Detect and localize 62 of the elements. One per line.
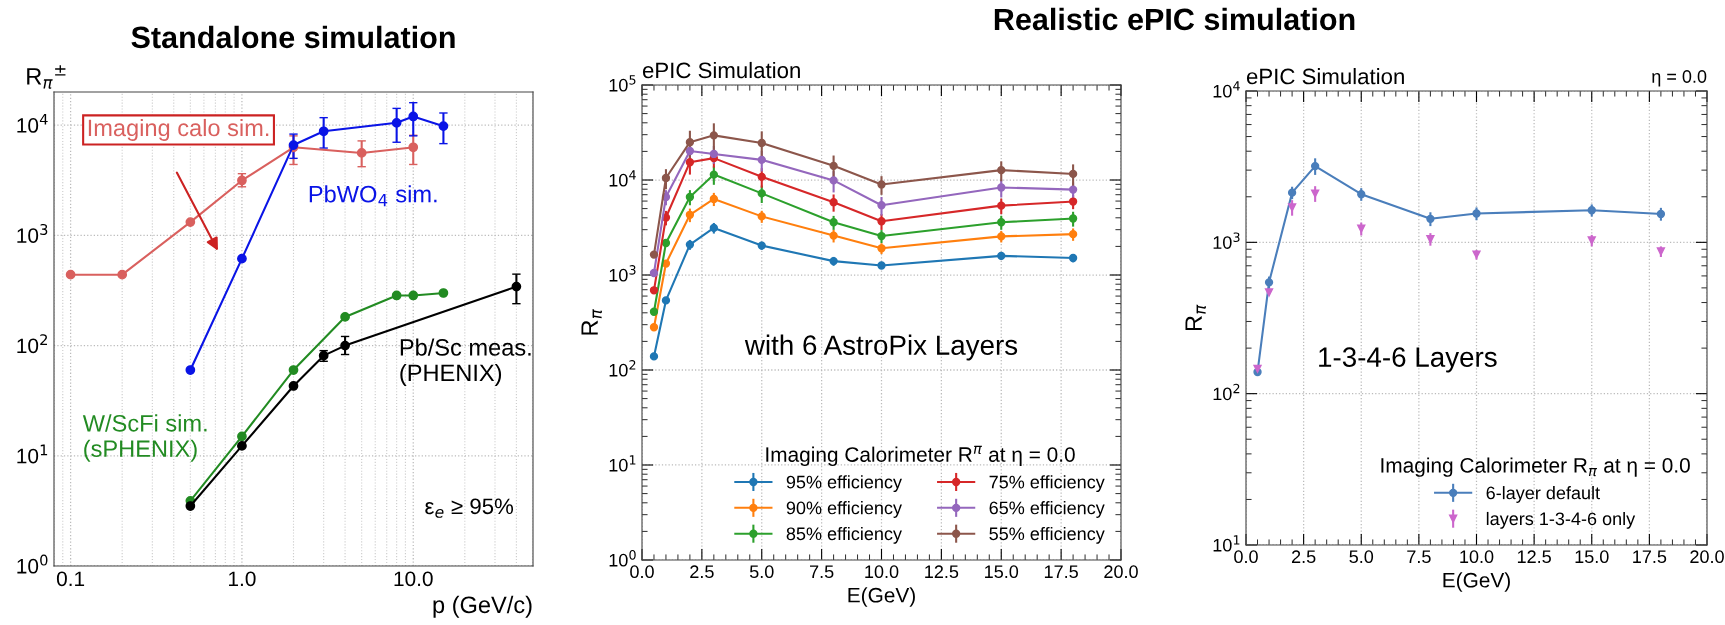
x-axis-title: E(GeV) [848, 587, 915, 607]
legend-label: 75% efficiency [989, 475, 1105, 493]
annotation: with 6 AstroPix Layers [744, 334, 1018, 361]
text: η = 0.0 [1652, 70, 1707, 87]
y-tick-label: 10$^{2}$ [609, 360, 636, 377]
series-label: PbWO$_{4}$ sim. [309, 185, 437, 207]
annotation: ε$_{e}$ ≥ 95% [425, 498, 514, 518]
x-tick-label: 17.5 [1633, 550, 1667, 564]
chart-title: Realistic ePIC simulation [994, 7, 1355, 31]
y-tick-label: 10$^{1}$ [609, 455, 636, 472]
x-tick-label: 17.5 [1044, 565, 1078, 579]
chart-title: Standalone simulation [131, 25, 455, 49]
chart-subtitle: ePIC Simulation [1246, 68, 1404, 85]
y-tick-label: 10$^{4}$ [1213, 81, 1240, 98]
y-axis-title: R$_{π}$ [1185, 304, 1206, 331]
y-axis-title: R$_{π}$ [581, 309, 602, 335]
annotation: 1-3-4-6 Layers [1319, 347, 1497, 373]
legend-label: 6-layer default [1486, 486, 1600, 503]
y-tick-label: 10$^{3}$ [609, 265, 636, 282]
legend-label: 55% efficiency [989, 526, 1105, 544]
series-label: Pb/Sc meas. (PHENIX) [400, 338, 531, 386]
x-tick-label: 20.0 [1104, 565, 1138, 579]
x-tick-label: 7.5 [1407, 550, 1431, 564]
y-tick-label: 10$^{2}$ [1213, 383, 1240, 401]
legend-title: Imaging Calorimeter R$^{π}$ at η = 0.0 [766, 445, 1075, 467]
y-tick-label: 10$^{3}$ [1213, 232, 1240, 249]
x-axis-title: E(GeV) [1443, 572, 1510, 592]
x-tick-label: 1.0 [229, 571, 256, 587]
x-tick-label: 15.0 [985, 565, 1019, 579]
series-label: W/ScFi sim. (sPHENIX) [82, 414, 207, 462]
legend-label: 95% efficiency [786, 475, 902, 493]
x-tick-label: 2.5 [1291, 550, 1316, 564]
x-tick-label: 0.1 [56, 571, 85, 587]
y-tick-label: 10$^{1}$ [17, 444, 48, 464]
legend-label: 85% efficiency [786, 526, 902, 544]
y-tick-label: 10$^{4}$ [17, 113, 48, 133]
x-tick-label: 10.0 [865, 565, 899, 579]
legend-title: Imaging Calorimeter R$_{π}$ at η = 0.0 [1381, 457, 1690, 477]
x-tick-label: 7.5 [810, 565, 834, 579]
x-tick-label: 10.0 [1460, 550, 1494, 564]
y-axis-title: R$_{π}$$^{±}$ [27, 65, 66, 89]
y-tick-label: 10$^{5}$ [609, 75, 636, 92]
x-tick-label: 0.0 [630, 565, 654, 579]
x-tick-label: 20.0 [1690, 550, 1724, 564]
chart-subtitle: ePIC Simulation [642, 61, 800, 79]
x-tick-label: 15.0 [1575, 550, 1609, 564]
legend-label: 90% efficiency [786, 501, 902, 518]
y-tick-label: 10$^{0}$ [17, 554, 48, 574]
legend-label: layers 1-3-4-6 only [1486, 511, 1636, 529]
series-label: Imaging calo sim. [88, 118, 269, 141]
x-axis-title: p (GeV/c) [433, 595, 532, 618]
y-tick-label: 10$^{3}$ [17, 223, 48, 243]
y-tick-label: 10$^{4}$ [609, 170, 636, 187]
x-tick-label: 2.5 [690, 565, 714, 579]
x-tick-label: 12.5 [1517, 550, 1551, 564]
y-tick-label: 10$^{2}$ [17, 334, 47, 354]
legend-label: 65% efficiency [989, 501, 1105, 518]
x-tick-label: 5.0 [749, 565, 774, 579]
x-tick-label: 0.0 [1234, 550, 1258, 564]
x-tick-label: 10.0 [394, 571, 433, 587]
x-tick-label: 5.0 [1349, 550, 1374, 564]
x-tick-label: 12.5 [925, 565, 959, 579]
